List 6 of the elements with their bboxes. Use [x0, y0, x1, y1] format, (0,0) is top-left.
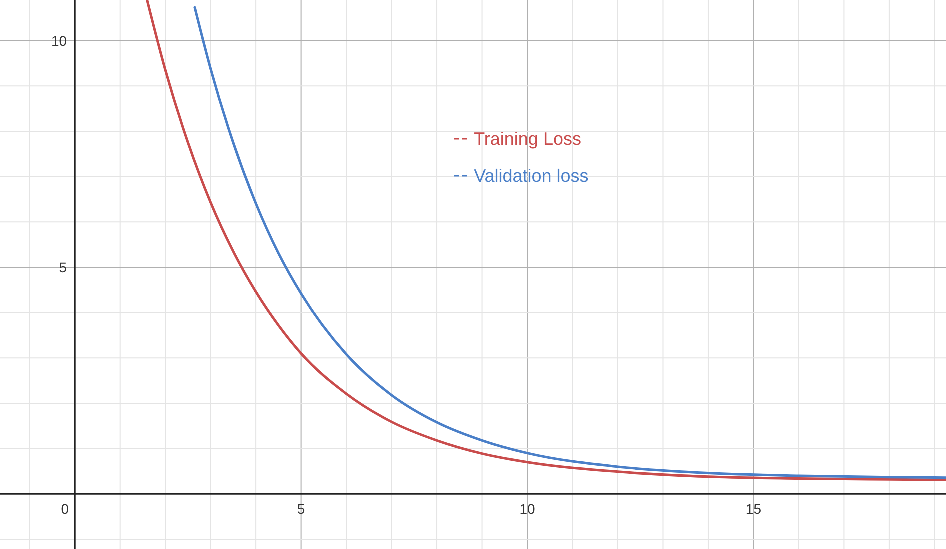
x-tick-label: 0: [61, 501, 70, 518]
x-tick-label: 10: [520, 501, 536, 518]
x-tick-label: 15: [746, 501, 762, 518]
legend-label: Validation loss: [474, 166, 589, 186]
legend-label: Training Loss: [474, 129, 582, 149]
x-tick-label: 5: [297, 501, 306, 518]
